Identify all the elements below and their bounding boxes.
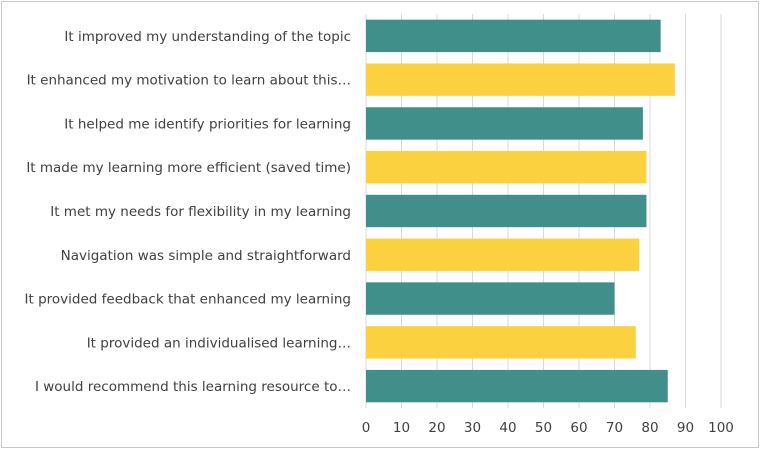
x-tick-label: 0 (362, 420, 371, 436)
bar (366, 238, 640, 271)
x-tick-label: 80 (641, 420, 658, 436)
category-label: Navigation was simple and straightforwar… (61, 248, 351, 264)
bars (366, 19, 675, 403)
category-labels: It improved my understanding of the topi… (25, 29, 351, 395)
bar (366, 107, 643, 140)
category-label: It provided feedback that enhanced my le… (25, 292, 351, 308)
category-label: It enhanced my motivation to learn about… (27, 73, 351, 89)
x-tick-label: 70 (606, 420, 623, 436)
category-label: It provided an individualised learning… (87, 335, 351, 351)
category-label: It improved my understanding of the topi… (64, 29, 351, 45)
category-label: I would recommend this learning resource… (35, 379, 351, 395)
x-tick-label: 60 (570, 420, 587, 436)
x-tick-label: 30 (464, 420, 481, 436)
bar (366, 63, 675, 96)
x-tick-label: 50 (535, 420, 552, 436)
bar (366, 369, 668, 403)
category-label: It helped me identify priorities for lea… (64, 116, 351, 132)
x-tick-label: 90 (677, 420, 694, 436)
x-tick-label: 20 (428, 420, 445, 436)
category-label: It met my needs for flexibility in my le… (50, 204, 351, 220)
category-label: It made my learning more efficient (save… (26, 160, 351, 176)
bar (366, 326, 636, 359)
bar (366, 282, 615, 315)
bar (366, 19, 661, 53)
x-tick-label: 100 (708, 420, 734, 436)
bar (366, 151, 647, 184)
x-tick-label: 10 (393, 420, 410, 436)
x-tick-labels: 0 10 20 30 40 50 60 70 80 90 100 (362, 420, 734, 436)
x-tick-label: 40 (499, 420, 516, 436)
bar (366, 194, 647, 228)
